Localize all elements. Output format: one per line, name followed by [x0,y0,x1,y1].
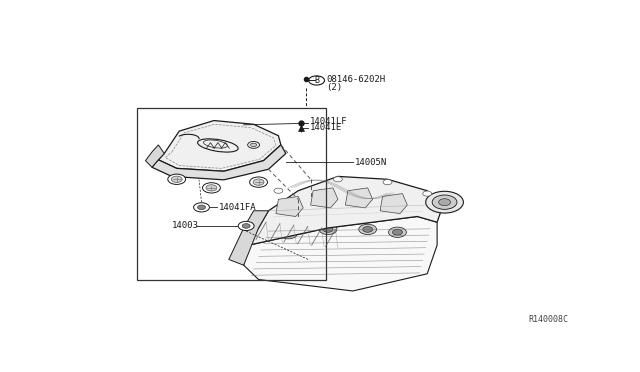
Circle shape [251,143,257,147]
Polygon shape [380,193,408,214]
Text: R140008C: R140008C [529,315,568,324]
Text: 14041E: 14041E [310,123,342,132]
Text: (2): (2) [326,83,342,92]
Circle shape [319,224,337,235]
Circle shape [423,191,431,196]
Circle shape [253,179,264,185]
Circle shape [206,185,217,191]
Circle shape [284,231,293,237]
Polygon shape [276,196,303,217]
Circle shape [274,188,283,193]
Circle shape [242,224,250,228]
Polygon shape [152,145,286,180]
Polygon shape [249,176,442,245]
Circle shape [238,221,254,231]
Circle shape [333,177,342,182]
Circle shape [198,205,205,210]
Circle shape [383,180,392,185]
Circle shape [432,195,457,209]
Circle shape [359,224,376,235]
Circle shape [172,176,182,182]
Polygon shape [229,211,269,265]
Circle shape [392,230,403,235]
Circle shape [438,199,451,206]
Circle shape [388,227,406,237]
Bar [137,108,326,279]
Circle shape [168,174,186,185]
Polygon shape [310,188,338,208]
Circle shape [363,227,372,232]
Text: 14003: 14003 [172,221,198,231]
Polygon shape [244,217,437,291]
Circle shape [193,203,209,212]
Text: 14005N: 14005N [355,158,388,167]
Circle shape [248,141,260,148]
Circle shape [280,228,297,239]
Circle shape [250,177,268,187]
Circle shape [202,183,220,193]
Polygon shape [346,188,372,208]
Text: B: B [314,76,319,85]
Text: 14041LF: 14041LF [310,118,348,126]
Circle shape [323,227,333,232]
Polygon shape [158,121,281,171]
Polygon shape [145,145,164,167]
Circle shape [426,191,463,213]
Text: 14041FA: 14041FA [219,203,257,212]
Text: 08146-6202H: 08146-6202H [326,75,386,84]
